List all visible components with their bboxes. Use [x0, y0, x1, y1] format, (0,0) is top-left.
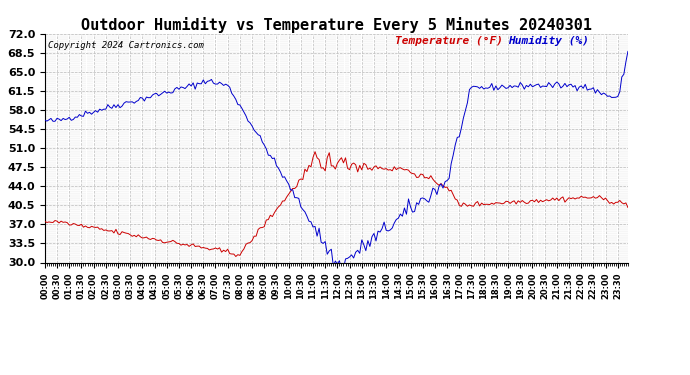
Title: Outdoor Humidity vs Temperature Every 5 Minutes 20240301: Outdoor Humidity vs Temperature Every 5 … — [81, 16, 592, 33]
Text: Copyright 2024 Cartronics.com: Copyright 2024 Cartronics.com — [48, 40, 204, 50]
Text: Humidity (%): Humidity (%) — [509, 36, 589, 46]
Text: Temperature (°F): Temperature (°F) — [395, 36, 503, 46]
